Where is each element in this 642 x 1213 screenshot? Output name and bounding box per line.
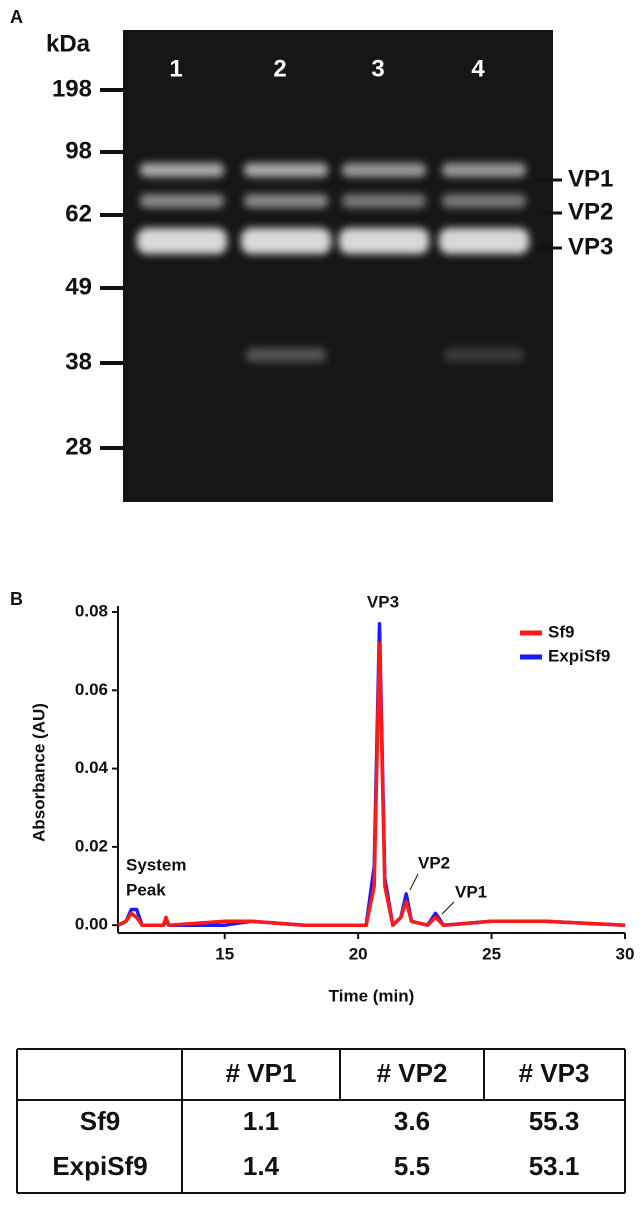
band <box>246 348 326 362</box>
unit-label: kDa <box>46 30 91 57</box>
annotation-leader <box>409 873 419 891</box>
lane-label: 2 <box>273 55 286 82</box>
table-row-label: Sf9 <box>80 1106 120 1136</box>
band-label: VP1 <box>568 165 613 192</box>
band <box>244 194 328 208</box>
table-header: # VP1 <box>226 1058 297 1088</box>
table-cell: 3.6 <box>394 1106 430 1136</box>
band <box>140 194 224 208</box>
band <box>342 163 426 177</box>
band <box>339 228 429 254</box>
annotation: VP1 <box>455 882 487 901</box>
band <box>442 194 526 208</box>
band-label: VP2 <box>568 198 613 225</box>
y-tick-label: 0.02 <box>75 836 108 855</box>
band <box>442 163 526 177</box>
y-tick-label: 0.00 <box>75 915 108 934</box>
line-series <box>117 641 626 927</box>
table-cell: 55.3 <box>529 1106 580 1136</box>
table-header: # VP3 <box>519 1058 590 1088</box>
panel-label: B <box>10 589 23 609</box>
y-tick-label: 0.04 <box>75 758 109 777</box>
line-series <box>117 621 626 927</box>
band <box>140 163 224 177</box>
marker-label: 198 <box>52 75 92 102</box>
band <box>439 228 529 254</box>
band <box>137 228 227 254</box>
annotation: Peak <box>126 880 166 899</box>
band <box>444 348 524 362</box>
marker-label: 28 <box>65 433 92 460</box>
band <box>244 163 328 177</box>
table-cell: 5.5 <box>394 1151 430 1181</box>
x-tick-label: 30 <box>616 944 635 963</box>
band <box>241 228 331 254</box>
x-tick-label: 15 <box>215 944 234 963</box>
table-cell: 1.4 <box>243 1151 280 1181</box>
x-tick-label: 25 <box>482 944 501 963</box>
table-row-label: ExpiSf9 <box>52 1151 147 1181</box>
legend-label: Sf9 <box>548 622 574 641</box>
annotation: VP3 <box>367 592 399 611</box>
annotation: VP2 <box>418 853 450 872</box>
x-axis-label: Time (min) <box>329 986 415 1005</box>
annotation-leader <box>441 901 455 915</box>
lane-label: 4 <box>471 55 485 82</box>
gel-bands <box>137 163 529 362</box>
lane-label: 1 <box>169 55 182 82</box>
y-tick-label: 0.08 <box>75 601 108 620</box>
marker-label: 98 <box>65 137 92 164</box>
y-tick-label: 0.06 <box>75 680 108 699</box>
table-header: # VP2 <box>377 1058 448 1088</box>
table-cell: 1.1 <box>243 1106 279 1136</box>
annotation: System <box>126 855 186 874</box>
gel <box>123 30 553 502</box>
lane-label: 3 <box>371 55 384 82</box>
table-cell: 53.1 <box>529 1151 580 1181</box>
y-axis-label: Absorbance (AU) <box>29 703 48 842</box>
marker-label: 49 <box>65 273 92 300</box>
panel-label: A <box>10 7 23 27</box>
marker-label: 62 <box>65 200 92 227</box>
x-tick-label: 20 <box>349 944 368 963</box>
marker-label: 38 <box>65 348 92 375</box>
legend-label: ExpiSf9 <box>548 646 610 665</box>
band <box>342 194 426 208</box>
band-label: VP3 <box>568 233 613 260</box>
